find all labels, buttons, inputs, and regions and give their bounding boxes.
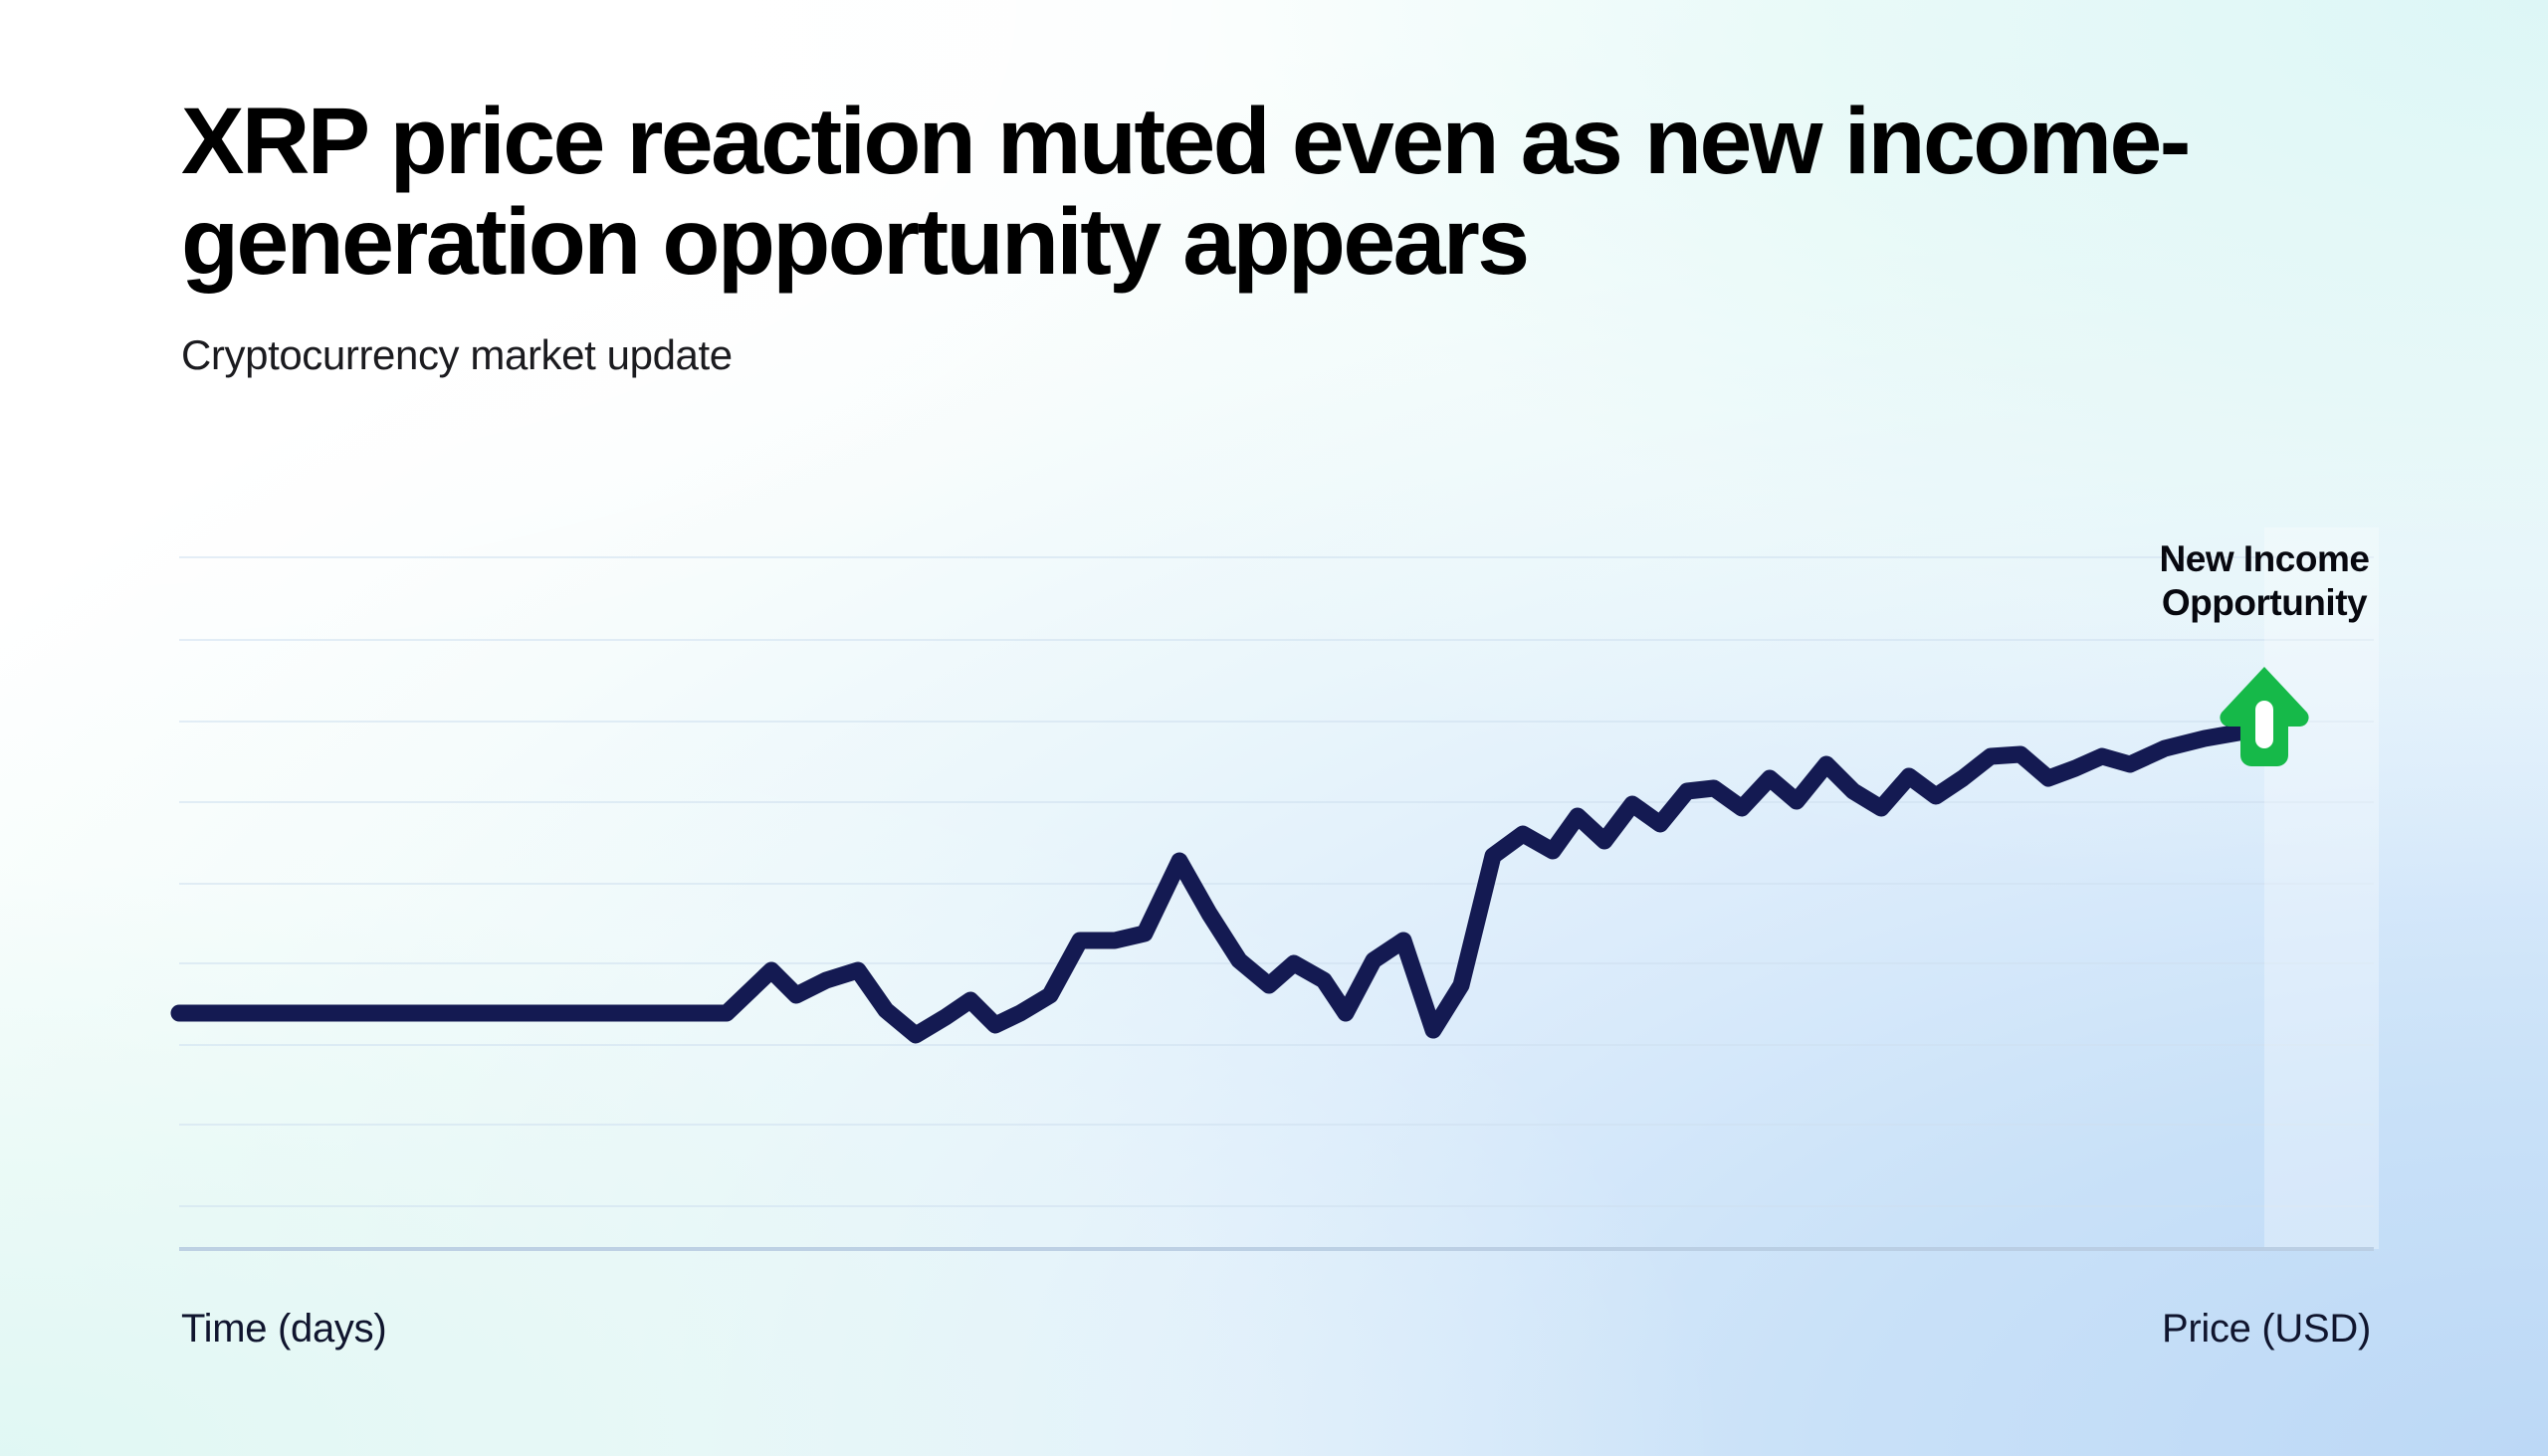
annotation-line-2: Opportunity [2161, 581, 2368, 623]
annotation-label: New Income Opportunity [2120, 537, 2409, 624]
page-title: XRP price reaction muted even as new inc… [181, 89, 2191, 295]
y-axis-caption: Price (USD) [2161, 1307, 2371, 1351]
annotation-line-1: New Income [2159, 538, 2370, 579]
x-axis-caption: Time (days) [181, 1307, 387, 1351]
page-subtitle: Cryptocurrency market update [181, 331, 733, 379]
header: XRP price reaction muted even as new inc… [181, 92, 2421, 379]
